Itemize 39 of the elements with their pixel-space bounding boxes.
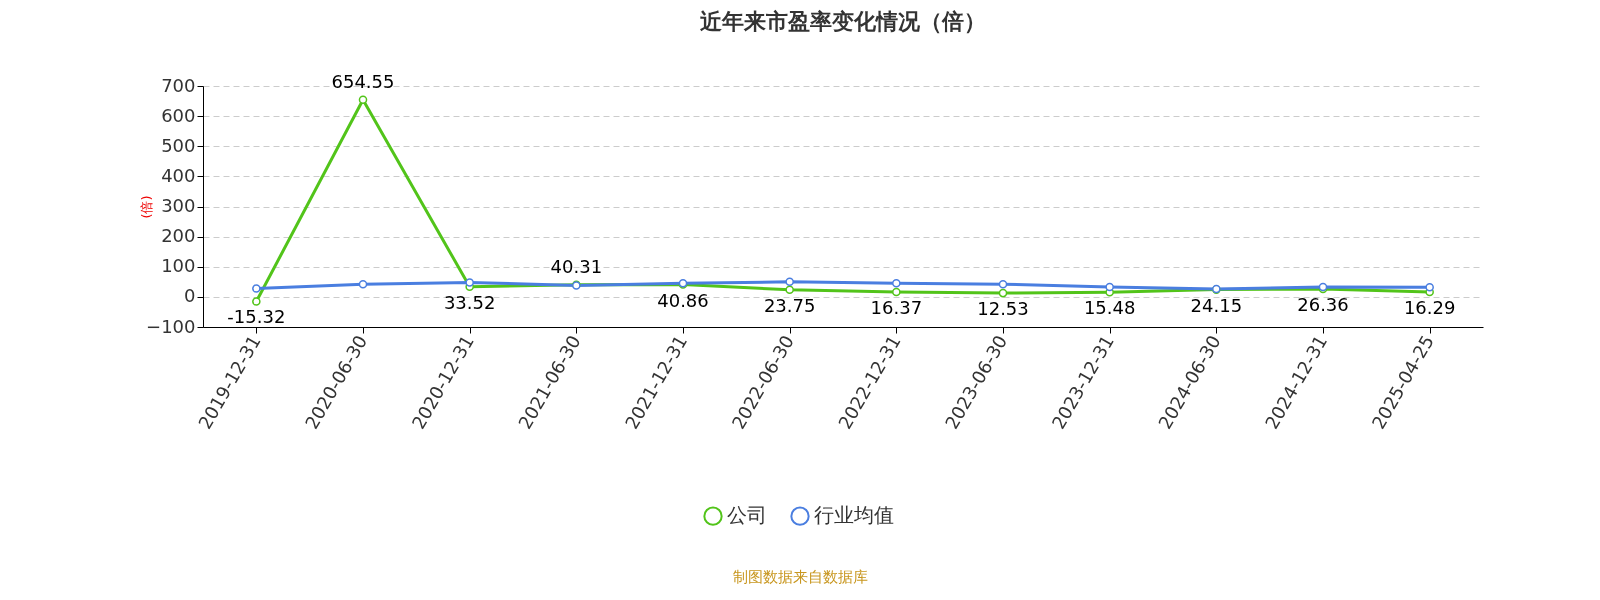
point [785,277,794,287]
point [892,287,901,297]
point [465,278,474,287]
data-label: -15.32 [227,306,286,328]
point [358,95,368,104]
chart-title: 近年来市盈率变化情况（倍） [699,8,986,34]
legend-label: 行业均值 [814,503,894,528]
data-label: 40.86 [657,289,709,311]
point [892,279,901,288]
point [358,279,368,289]
y-tick-label: −100 [146,315,196,337]
data-label: 15.48 [1083,297,1136,319]
data-label: 16.37 [870,296,923,318]
data-label: 33.52 [443,291,496,313]
data-label: 23.75 [763,294,816,316]
y-tick-label: 100 [161,255,196,277]
y-tick-label: 300 [161,195,196,216]
data-label: 12.53 [977,298,1029,320]
y-axis-title: (倍) [139,195,155,219]
point [998,279,1008,289]
data-label: 26.36 [1297,293,1349,315]
y-tick-label: 200 [161,225,196,247]
data-label: 16.29 [1403,296,1456,318]
point [252,284,261,293]
point [998,288,1008,298]
legend-label: 公司 [727,503,767,528]
y-tick-label: 0 [184,285,196,307]
y-tick-label: 700 [161,74,196,96]
data-label: 40.31 [550,255,603,277]
point [1105,282,1114,292]
text: 制图数据来自数据库 [731,568,869,587]
point [785,285,794,294]
data-label: 654.55 [331,70,395,92]
y-tick-label: 600 [161,104,196,126]
point [252,297,261,306]
y-tick-label: 400 [161,164,196,186]
data-label: 24.15 [1190,294,1243,316]
y-tick-label: 500 [161,134,196,156]
point [1425,282,1434,292]
